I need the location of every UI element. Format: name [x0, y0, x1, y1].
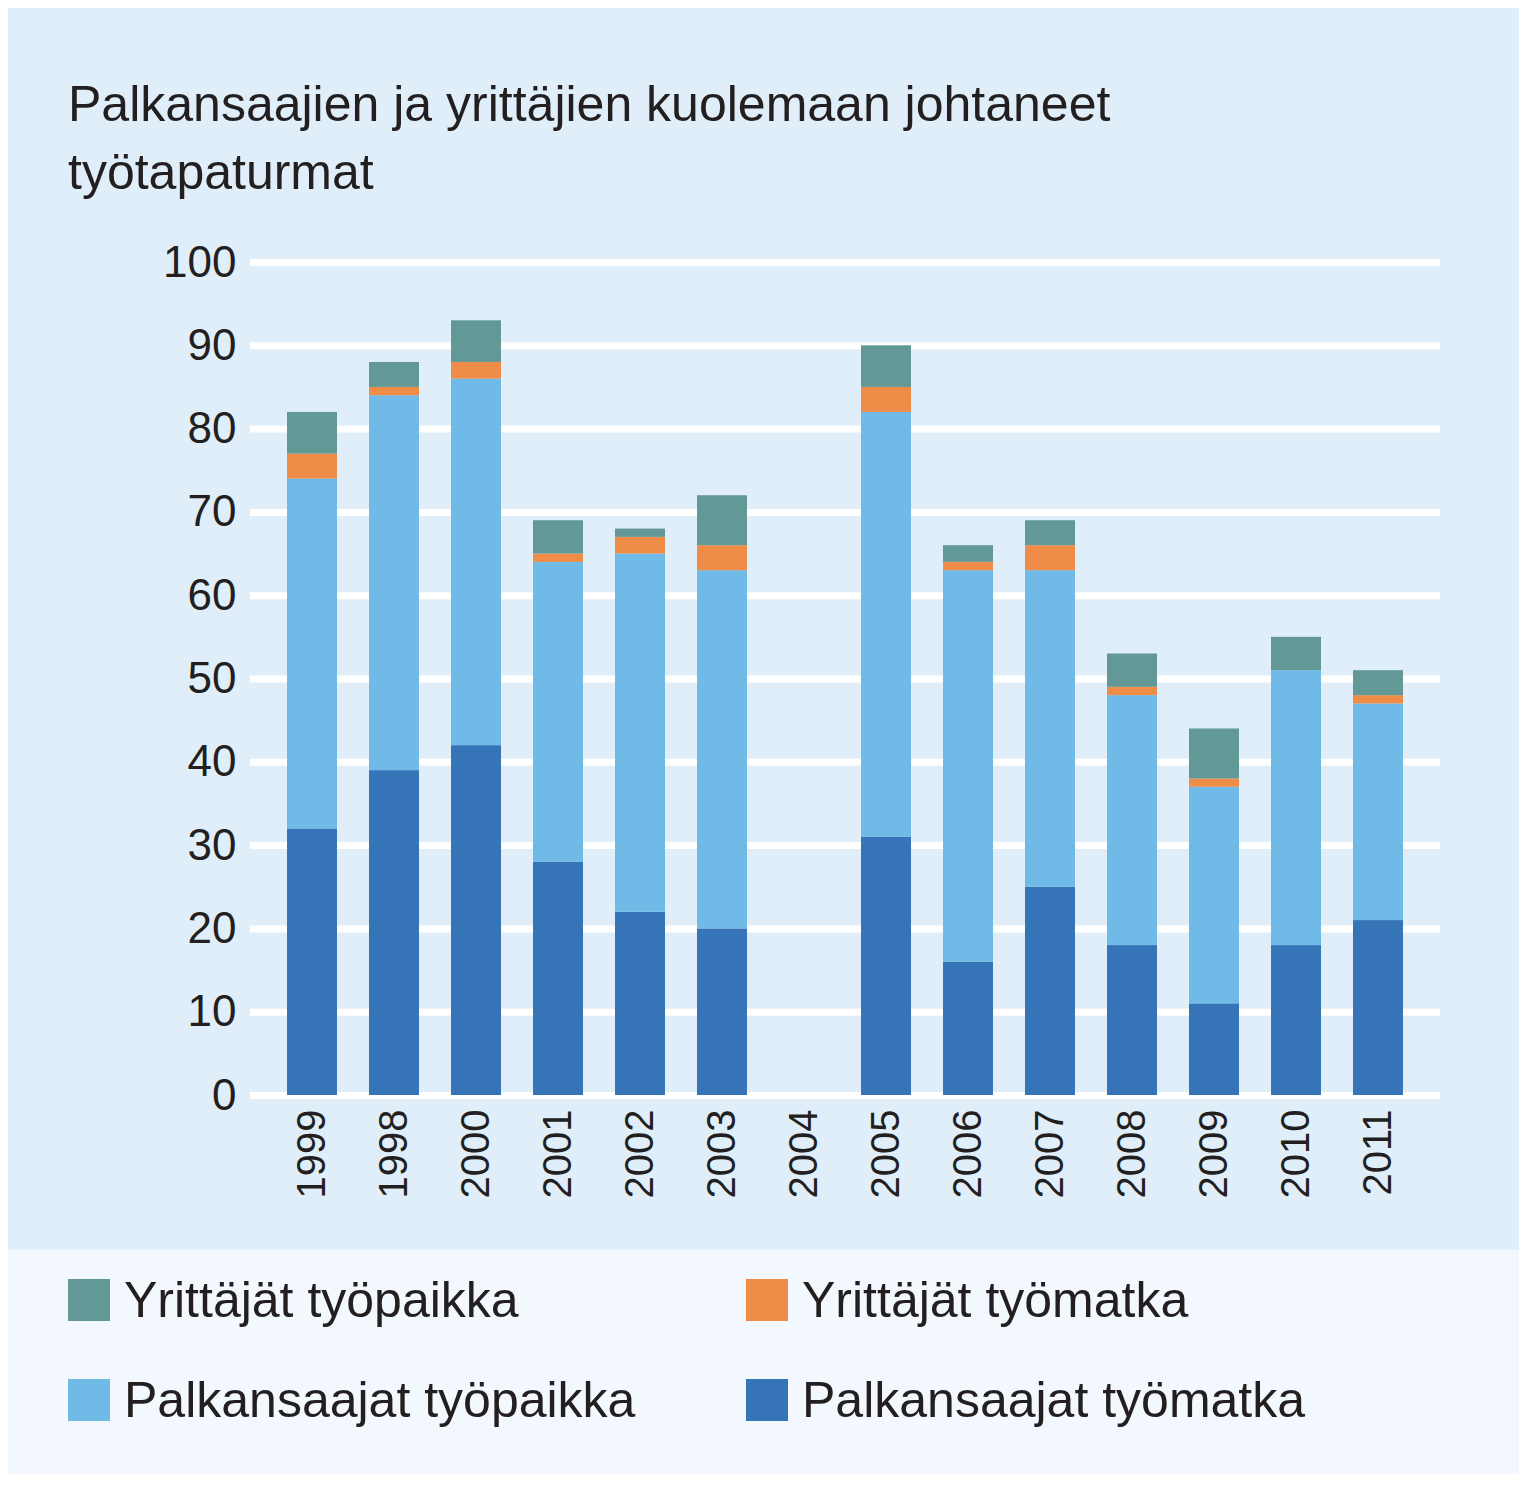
svg-text:2003: 2003 — [699, 1110, 743, 1199]
svg-text:20: 20 — [188, 903, 237, 952]
html-text:Yrittäjät työpaikka: Yrittäjät työpaikka — [124, 1272, 519, 1328]
svg-text:90: 90 — [188, 320, 237, 369]
svg-text:2002: 2002 — [617, 1110, 661, 1199]
svg-text:2009: 2009 — [1191, 1110, 1235, 1199]
svg-text:60: 60 — [188, 570, 237, 619]
html-text:Palkansaajien ja yrittäjien ku: Palkansaajien ja yrittäjien kuolemaan jo… — [68, 76, 1111, 132]
svg-text:70: 70 — [188, 486, 237, 535]
svg-text:80: 80 — [188, 403, 237, 452]
svg-text:2008: 2008 — [1109, 1110, 1153, 1199]
html-text:työtapaturmat: työtapaturmat — [68, 144, 374, 200]
svg-text:2011: 2011 — [1355, 1110, 1399, 1196]
svg-text:2006: 2006 — [945, 1110, 989, 1199]
svg-text:100: 100 — [163, 237, 236, 286]
svg-text:0: 0 — [212, 1070, 236, 1119]
html-text:Yrittäjät työmatka: Yrittäjät työmatka — [802, 1272, 1189, 1328]
svg-text:1998: 1998 — [371, 1110, 415, 1199]
svg-text:2005: 2005 — [863, 1110, 907, 1199]
svg-text:40: 40 — [188, 736, 237, 785]
svg-text:30: 30 — [188, 820, 237, 869]
svg-text:1999: 1999 — [289, 1110, 333, 1199]
svg-text:2007: 2007 — [1027, 1110, 1071, 1199]
svg-text:10: 10 — [188, 986, 237, 1035]
svg-text:2001: 2001 — [535, 1110, 579, 1199]
html-text:Palkansaajat työmatka: Palkansaajat työmatka — [802, 1372, 1306, 1428]
svg-text:2000: 2000 — [453, 1110, 497, 1199]
svg-text:50: 50 — [188, 653, 237, 702]
svg-text:2004: 2004 — [781, 1110, 825, 1199]
html-text:Palkansaajat työpaikka: Palkansaajat työpaikka — [124, 1372, 636, 1428]
svg-text:2010: 2010 — [1273, 1110, 1317, 1199]
